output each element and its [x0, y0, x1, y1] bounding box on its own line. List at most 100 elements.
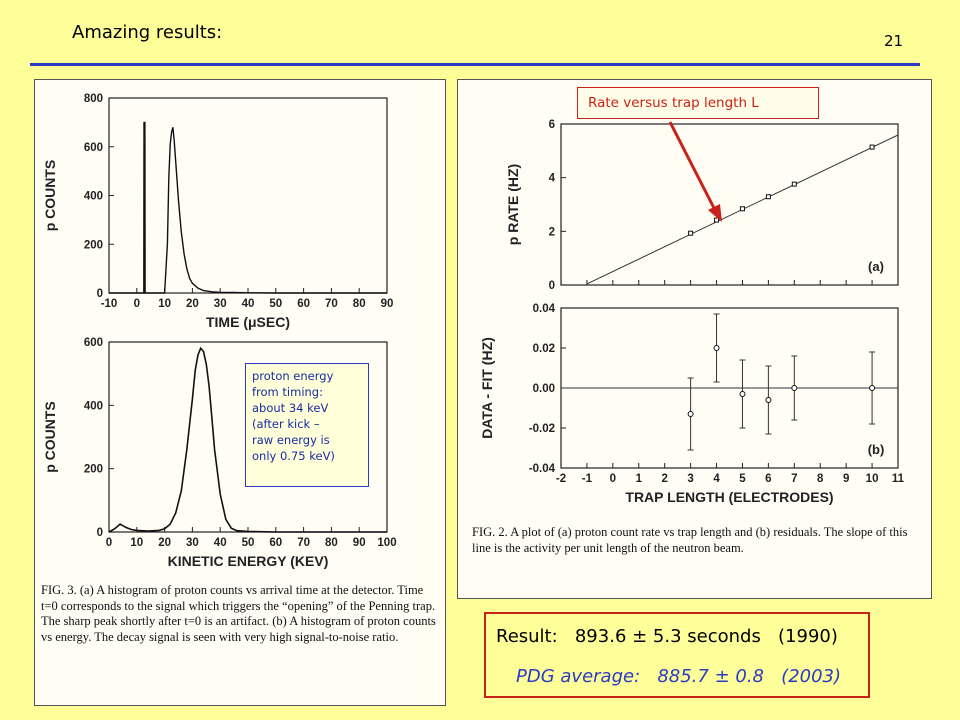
residual-point [765, 397, 772, 403]
y-tick-label: 0.04 [533, 303, 556, 315]
y-axis-label: p RATE (HZ) [505, 164, 521, 245]
y-tick-label: 200 [84, 239, 103, 251]
x-tick-label: 40 [242, 298, 255, 310]
plot-frame [108, 97, 388, 294]
x-tick-label: 80 [325, 537, 338, 549]
y-tick-label: 0.00 [533, 383, 555, 395]
rate-callout: Rate versus trap length L [577, 87, 819, 119]
panel-label-b: (b) [868, 442, 885, 457]
x-tick-label: 20 [158, 537, 171, 549]
callout-arrow-icon [668, 121, 722, 222]
x-tick-label: 0 [106, 537, 112, 549]
x-tick-label: 10 [158, 298, 171, 310]
x-tick-label: 60 [269, 537, 282, 549]
left-figure-caption: FIG. 3. (a) A histogram of proton counts… [41, 583, 436, 644]
x-tick-label: 30 [214, 298, 227, 310]
x-tick-label: 50 [269, 298, 282, 310]
pdg-line: PDG average: 885.7 ± 0.8 (2003) [516, 666, 841, 687]
y-axis-label: DATA - FIT (HZ) [479, 337, 495, 439]
panel-label-a: (a) [868, 259, 884, 274]
residual-point [739, 391, 746, 397]
x-axis-label: KINETIC ENERGY (KEV) [168, 553, 329, 569]
result-label: Result: [496, 626, 558, 647]
x-tick-label: 60 [297, 298, 310, 310]
x-tick-label: 80 [353, 298, 366, 310]
x-tick-label: -1 [582, 473, 593, 485]
y-tick-label: -0.02 [529, 423, 555, 435]
chart-energy-histogram: 0 10 20 30 40 50 60 70 80 90 100 0 200 400 600 p COUNTS… [42, 337, 397, 569]
x-axis-label: TRAP LENGTH (ELECTRODES) [625, 489, 833, 505]
x-tick-label: 0 [610, 473, 616, 485]
y-tick-label: 0 [549, 280, 555, 292]
y-tick-label: 800 [84, 93, 103, 105]
rate-point [869, 144, 875, 150]
x-tick-label: 0 [134, 298, 140, 310]
x-tick-label: 9 [843, 473, 849, 485]
residual-point [687, 411, 694, 417]
x-tick-label: 3 [687, 473, 693, 485]
x-tick-label: 10 [866, 473, 879, 485]
pdg-value: 885.7 ± 0.8 [657, 666, 764, 687]
x-tick-label: 6 [765, 473, 771, 485]
x-axis-label: TIME (μSEC) [206, 314, 290, 330]
y-tick-label: 600 [84, 337, 103, 349]
proton-energy-note: proton energy from timing: about 34 keV … [245, 363, 369, 487]
rate-point [791, 181, 797, 187]
y-axis-label: p COUNTS [42, 160, 58, 232]
plot-frame [560, 123, 899, 286]
right-figure-caption: FIG. 2. A plot of (a) proton count rate … [472, 525, 908, 555]
x-tick-label: 90 [381, 298, 394, 310]
x-tick-label: 40 [214, 537, 227, 549]
rate-vs-trap-length-charts: 0 2 4 6 p RATE (HZ) (a) -2 -1 0 1 2 3 4 5 6 7 8 9 10 11 -0.0… [479, 119, 905, 505]
rate-point [688, 230, 694, 236]
x-tick-label: 7 [791, 473, 797, 485]
result-value: 893.6 ± 5.3 seconds [574, 626, 761, 647]
title-divider [30, 63, 920, 66]
y-axis-label: p COUNTS [42, 401, 58, 473]
result-box: Result: 893.6 ± 5.3 seconds (1990) PDG a… [484, 612, 870, 698]
y-tick-label: 600 [84, 142, 103, 154]
slide-title: Amazing results: [72, 22, 223, 43]
x-tick-label: 100 [377, 537, 396, 549]
time-histogram-curve [109, 121, 387, 294]
x-tick-label: -10 [101, 298, 118, 310]
chart-rate-vs-trap-length: 0 2 4 6 p RATE (HZ) (a) [505, 119, 899, 292]
left-figure-panel: -10 0 10 20 30 40 50 60 70 80 90 0 200 400 600 800 p COU… [34, 79, 446, 706]
y-tick-label: -0.04 [529, 463, 556, 475]
pdg-year: (2003) [781, 666, 842, 687]
y-tick-label: 0.02 [533, 343, 555, 355]
rate-point [714, 217, 720, 223]
energy-histogram-curve [108, 346, 387, 533]
x-tick-label: 8 [817, 473, 824, 485]
x-tick-label: 5 [739, 473, 746, 485]
result-line: Result: 893.6 ± 5.3 seconds (1990) [496, 626, 838, 647]
chart-residuals: -2 -1 0 1 2 3 4 5 6 7 8 9 10 11 -0.04 -0.02 0.00 0.02 0.04… [479, 303, 905, 505]
x-tick-label: 1 [636, 473, 643, 485]
x-tick-label: 90 [353, 537, 366, 549]
x-tick-label: 70 [325, 298, 338, 310]
y-tick-label: 0 [97, 288, 103, 300]
x-tick-label: 50 [242, 537, 255, 549]
x-tick-label: -2 [556, 473, 566, 485]
residual-point [791, 385, 798, 391]
x-tick-label: 11 [892, 473, 905, 485]
result-year: (1990) [778, 626, 838, 647]
x-tick-label: 4 [713, 473, 720, 485]
x-tick-label: 2 [661, 473, 667, 485]
x-tick-label: 20 [186, 298, 199, 310]
y-tick-label: 400 [84, 191, 103, 203]
page-number: 21 [884, 32, 904, 50]
pdg-label: PDG average: [516, 666, 641, 687]
x-tick-label: 70 [297, 537, 310, 549]
x-tick-label: 30 [186, 537, 199, 549]
x-tick-label: 10 [130, 537, 143, 549]
rate-point [765, 194, 771, 200]
y-tick-label: 4 [549, 173, 556, 185]
residual-point [869, 385, 876, 391]
y-tick-label: 400 [84, 400, 103, 412]
right-figure-panel: 0 2 4 6 p RATE (HZ) (a) -2 -1 0 1 2 3 4 5 6 7 8 9 10 11 -0.0… [457, 79, 932, 599]
y-tick-label: 2 [549, 226, 555, 238]
y-tick-label: 200 [84, 464, 103, 476]
